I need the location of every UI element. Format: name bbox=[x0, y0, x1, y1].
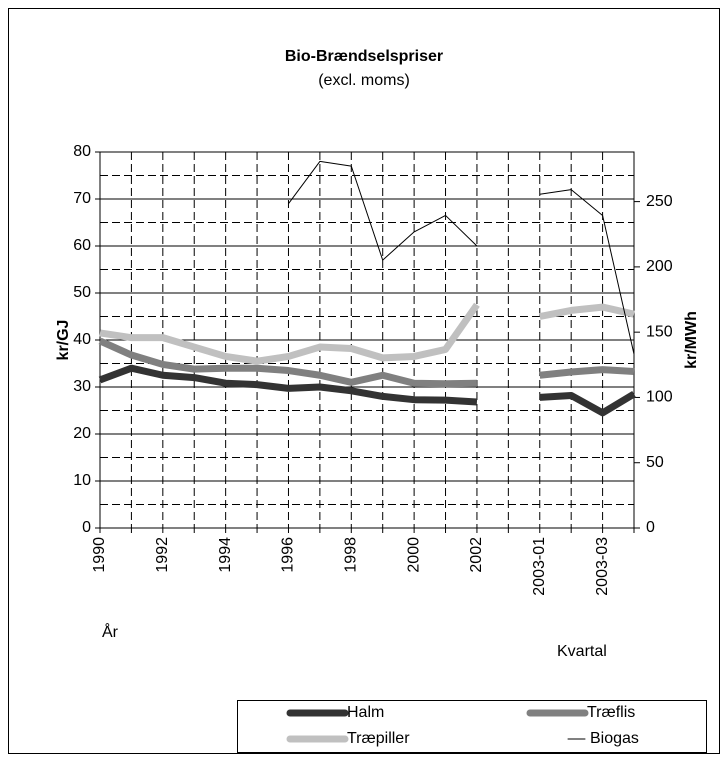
x-tick-label: 1996 bbox=[280, 537, 297, 573]
y2-axis-label: kr/MWh bbox=[683, 311, 700, 369]
legend-label: Træflis bbox=[587, 704, 635, 721]
series-line bbox=[98, 364, 636, 417]
x-tick-label: 1990 bbox=[91, 537, 108, 573]
x-tick-label: 1992 bbox=[154, 537, 171, 573]
series-line bbox=[99, 302, 635, 365]
x2-axis-label: Kvartal bbox=[557, 643, 607, 660]
x-axis-label: År bbox=[102, 622, 119, 641]
plot-border bbox=[99, 151, 635, 529]
y-tick-label: 0 bbox=[82, 519, 91, 536]
x-tick-label: 2002 bbox=[468, 537, 485, 573]
y-axis-label: kr/GJ bbox=[55, 320, 72, 361]
x-tick-label: 2003-01 bbox=[531, 537, 548, 596]
y-tick-label: 70 bbox=[73, 190, 91, 207]
legend-label: Halm bbox=[347, 704, 384, 721]
y-tick-label: 50 bbox=[73, 284, 91, 301]
chart-frame bbox=[8, 8, 720, 754]
x-tick-label: 2000 bbox=[405, 537, 422, 573]
y2-tick-label: 100 bbox=[646, 389, 673, 406]
y-tick-label: 30 bbox=[73, 378, 91, 395]
x-tick-label: 1994 bbox=[217, 537, 234, 573]
y2-tick-label: 0 bbox=[646, 519, 655, 536]
y-tick-label: 10 bbox=[73, 472, 91, 489]
y2-tick-label: 200 bbox=[646, 258, 673, 275]
x-tick-label: 2003-03 bbox=[594, 537, 611, 596]
y-tick-label: 80 bbox=[73, 143, 91, 160]
y-tick-label: 40 bbox=[73, 331, 91, 348]
y-tick-label: 60 bbox=[73, 237, 91, 254]
series-line bbox=[98, 337, 635, 388]
x-tick-label: 1998 bbox=[343, 537, 360, 573]
chart-subtitle: (excl. moms) bbox=[318, 72, 410, 89]
legend-label: Biogas bbox=[590, 730, 639, 747]
y2-tick-label: 150 bbox=[646, 323, 673, 340]
y2-tick-label: 50 bbox=[646, 454, 664, 471]
y2-tick-label: 250 bbox=[646, 193, 673, 210]
legend-box bbox=[237, 700, 707, 753]
y-tick-label: 20 bbox=[73, 425, 91, 442]
chart-title: Bio-Brændselspriser bbox=[285, 48, 443, 65]
series-line bbox=[288, 160, 635, 355]
legend-label: Træpiller bbox=[347, 730, 410, 747]
